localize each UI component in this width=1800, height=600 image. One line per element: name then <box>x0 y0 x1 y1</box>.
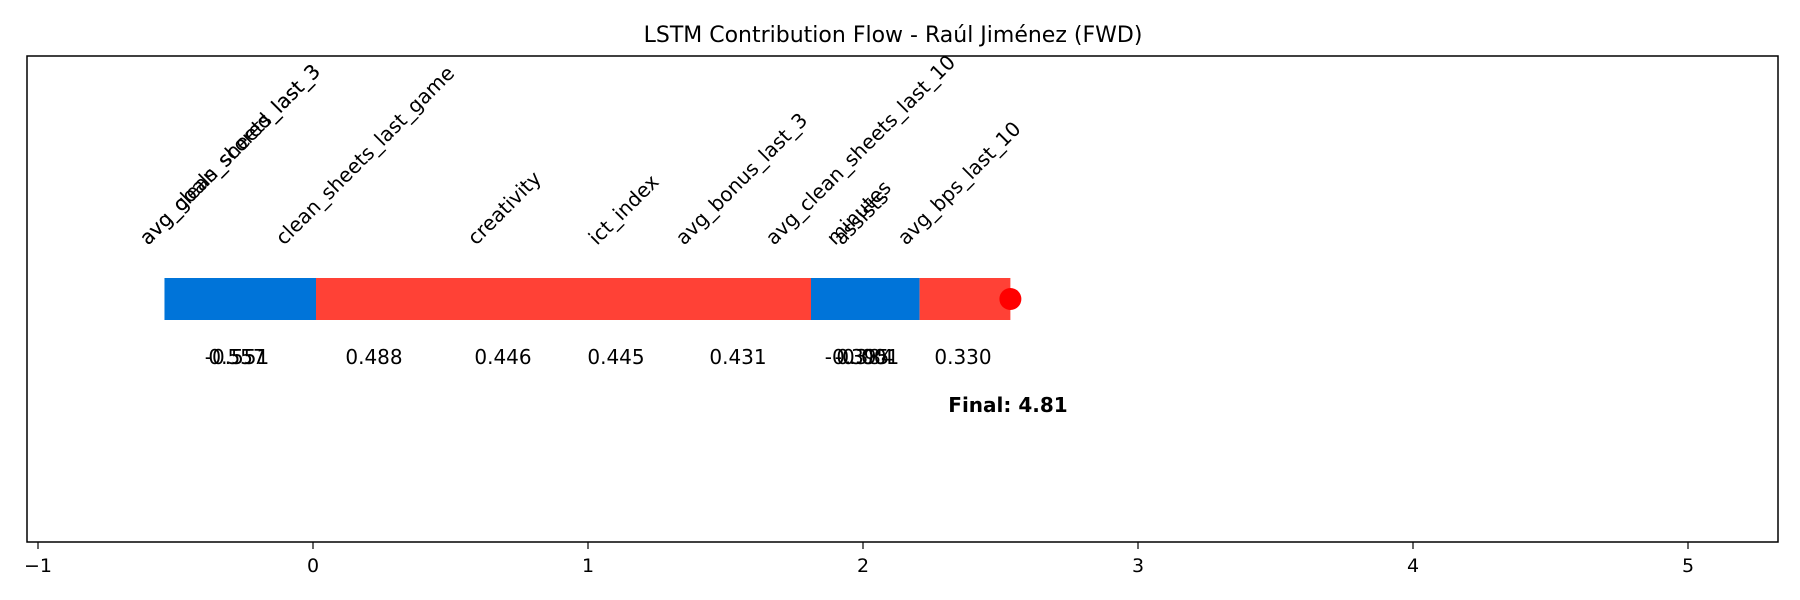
value-label-creativity: 0.446 <box>474 345 531 369</box>
value-label-assists: -0.001 <box>835 345 899 369</box>
marker-layer <box>999 288 1022 310</box>
feature-label-ict-index: ict_index <box>584 169 664 249</box>
contribution-bar-3-negative <box>811 278 920 320</box>
x-tick-label: 2 <box>857 555 869 577</box>
contribution-bar-1-negative <box>164 278 316 320</box>
x-tick-label: 1 <box>582 555 594 577</box>
value-label-avg-clean-sheets-last-3: -0.551 <box>205 345 269 369</box>
x-tick-label: 4 <box>1407 555 1419 577</box>
feature-labels-layer: avg_goals_scored_last_3avg_clean_sheets_… <box>135 50 1026 249</box>
value-label-avg-clean-sheets-last-10: -0.395 <box>825 345 889 369</box>
value-label-clean-sheets-last-game: 0.488 <box>345 345 402 369</box>
chart-title: LSTM Contribution Flow - Raúl Jiménez (F… <box>644 23 1143 48</box>
feature-label-creativity: creativity <box>463 166 546 249</box>
value-label-avg-goals-scored-last-3: 0.557 <box>208 345 265 369</box>
final-score-label: Final: 4.81 <box>948 393 1067 417</box>
value-label-minutes: 0.384 <box>836 345 893 369</box>
feature-label-avg-bps-last-10: avg_bps_last_10 <box>893 117 1026 250</box>
bars-layer <box>164 278 1011 320</box>
value-labels-layer: 0.557-0.551 0.488 0.446 0.445 0.431 -0.3950.3… <box>205 345 992 369</box>
final-point-marker <box>999 288 1022 310</box>
x-tick-label: 3 <box>1132 555 1144 577</box>
x-tick-label: 5 <box>1682 555 1694 577</box>
x-tick-label: −1 <box>24 555 52 577</box>
plot-area-frame <box>26 55 1779 543</box>
contribution-bar-2-positive <box>316 278 811 320</box>
x-tick-label: 0 <box>307 555 319 577</box>
value-label-avg-bps-last-10: 0.330 <box>934 345 991 369</box>
contribution-bar-4-positive <box>919 278 1011 320</box>
value-label-ict-index: 0.445 <box>587 345 644 369</box>
value-label-avg-bonus-last-3: 0.431 <box>709 345 766 369</box>
x-axis: −1 0 1 2 3 4 5 <box>24 542 1694 577</box>
